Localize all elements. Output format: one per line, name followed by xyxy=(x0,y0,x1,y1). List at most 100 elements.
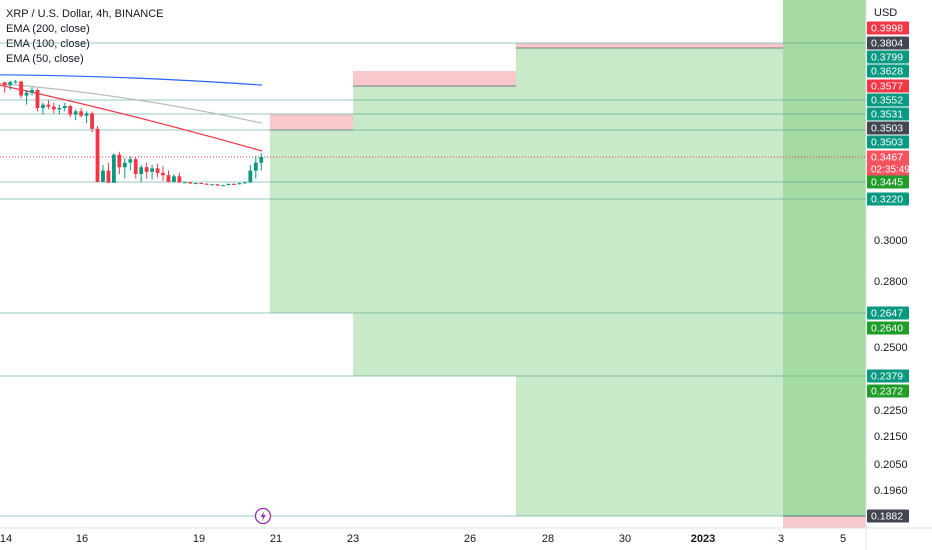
y-tick-label: 0.2050 xyxy=(874,459,908,471)
price-badge-text: 0.3467 xyxy=(871,152,903,164)
chart-legend: XRP / U.S. Dollar, 4h, BINANCE EMA (200,… xyxy=(6,7,164,67)
y-tick-label: 0.2150 xyxy=(874,431,908,443)
price-badge xyxy=(867,64,909,78)
candle-body xyxy=(166,175,171,183)
candle-body xyxy=(90,113,94,129)
candle-body xyxy=(51,106,56,110)
candle-body xyxy=(122,162,127,168)
candle-body xyxy=(95,128,100,182)
price-badge xyxy=(867,369,909,383)
price-badge xyxy=(867,306,909,320)
price-badge xyxy=(867,79,909,93)
indicator-ema-50[interactable]: EMA (50, close) xyxy=(6,53,84,65)
candle-body xyxy=(144,167,149,172)
candle-body xyxy=(248,170,253,183)
price-badge-text: 0.2647 xyxy=(871,308,903,320)
price-badge xyxy=(867,509,909,523)
candle-body xyxy=(68,106,73,115)
target-zone xyxy=(516,48,783,516)
price-badge xyxy=(867,384,909,398)
x-tick-label: 28 xyxy=(542,533,554,545)
candle-body xyxy=(139,167,144,175)
x-tick-label: 14 xyxy=(0,533,12,545)
price-badge-text: 0.3220 xyxy=(871,194,903,206)
candle-body xyxy=(210,184,215,186)
x-tick-label: 23 xyxy=(347,533,359,545)
stop-zone xyxy=(516,43,783,48)
x-tick-label: 21 xyxy=(270,533,282,545)
target-zone xyxy=(353,86,516,376)
highlight-column xyxy=(783,0,866,528)
candle-body xyxy=(253,162,258,171)
candle-body xyxy=(101,170,105,182)
price-badge xyxy=(867,321,909,335)
event-flash-icon xyxy=(254,507,272,525)
price-badge-text: 0.1882 xyxy=(871,511,903,523)
candle-body xyxy=(117,154,122,168)
candle-body xyxy=(46,104,51,107)
indicator-ema-100[interactable]: EMA (100, close) xyxy=(6,38,90,50)
candle-body xyxy=(182,182,187,184)
candle-body xyxy=(172,176,176,183)
price-badge xyxy=(867,107,909,121)
countdown-text: 02:35:49 xyxy=(871,165,910,176)
candle-body xyxy=(13,81,18,83)
y-tick-label: 0.2800 xyxy=(874,276,908,288)
candle-body xyxy=(84,113,89,116)
candle-body xyxy=(188,182,193,184)
price-badge-text: 0.3552 xyxy=(871,95,903,107)
candle-body xyxy=(2,82,7,86)
candle-body xyxy=(226,183,231,186)
price-badge-text: 0.3445 xyxy=(871,177,903,189)
symbol-title: XRP / U.S. Dollar, 4h, BINANCE xyxy=(6,8,164,20)
candle-body xyxy=(57,108,62,110)
candle-body xyxy=(19,81,24,96)
candle-body xyxy=(199,182,204,184)
price-badge xyxy=(867,150,909,177)
x-tick-label: 5 xyxy=(840,533,846,545)
indicator-ema-200[interactable]: EMA (200, close) xyxy=(6,23,90,35)
price-badge-text: 0.3577 xyxy=(871,81,903,93)
candle-body xyxy=(221,185,225,187)
price-badge-text: 0.3628 xyxy=(871,66,903,78)
candle-body xyxy=(204,183,209,185)
candle-body xyxy=(232,183,236,185)
price-badge xyxy=(867,175,909,189)
candle-body xyxy=(215,184,220,186)
price-badge-text: 0.3804 xyxy=(871,38,903,50)
candle-body xyxy=(177,176,182,183)
x-tick-label: 19 xyxy=(193,533,205,545)
price-badge-text: 0.3503 xyxy=(871,123,903,135)
stop-zone xyxy=(270,114,353,130)
x-tick-label: 2023 xyxy=(691,533,715,545)
candle-body xyxy=(128,159,133,163)
ema-line xyxy=(0,83,263,124)
y-tick-label: 0.3000 xyxy=(874,235,908,247)
candle-body xyxy=(62,106,67,108)
price-badge xyxy=(867,121,909,135)
x-tick-label: 3 xyxy=(778,533,784,545)
price-badge xyxy=(867,21,909,35)
candle-body xyxy=(41,104,45,108)
price-badge-text: 0.3531 xyxy=(871,109,903,121)
x-tick-label: 16 xyxy=(76,533,88,545)
price-badge xyxy=(867,50,909,64)
candle-body xyxy=(161,172,165,176)
candle-body xyxy=(150,168,155,172)
stop-zone xyxy=(353,71,516,86)
ema-line xyxy=(0,74,263,86)
price-badge xyxy=(867,135,909,149)
candle-body xyxy=(73,111,78,115)
y-tick-label: 0.2250 xyxy=(874,405,908,417)
price-badge-text: 0.3799 xyxy=(871,52,903,64)
y-tick-label: 0.2500 xyxy=(874,342,908,354)
x-tick-label: 26 xyxy=(464,533,476,545)
price-badge-text: 0.2379 xyxy=(871,371,903,383)
candle-body xyxy=(237,183,242,185)
price-badge xyxy=(867,93,909,107)
target-zone xyxy=(270,130,353,313)
y-tick-label: 0.1960 xyxy=(874,485,908,497)
highlight-stop xyxy=(783,516,866,528)
candle-body xyxy=(30,89,34,93)
